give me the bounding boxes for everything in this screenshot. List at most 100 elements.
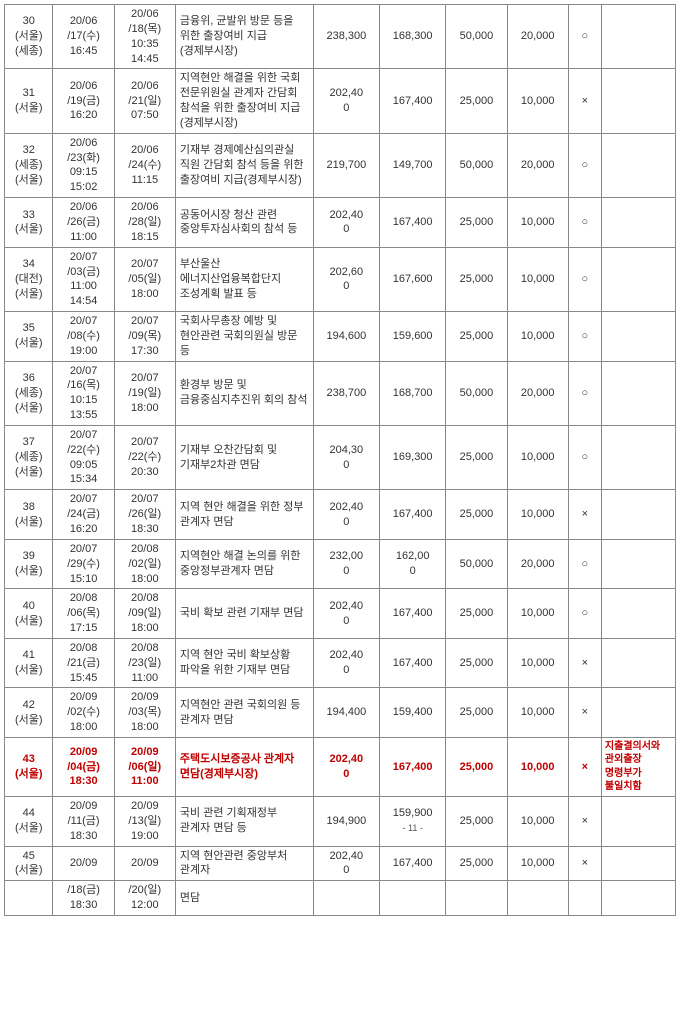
note (601, 638, 675, 688)
note (601, 490, 675, 540)
mark: ○ (568, 539, 601, 589)
amount-d (507, 881, 568, 916)
amount-b: 167,400 (380, 589, 446, 639)
description: 국회사무총장 예방 및 현안관련 국회의원실 방문 등 (175, 312, 313, 362)
table-row: 36(세종)(서울)20/07/16(목)10:1513:5520/07/19(… (5, 361, 676, 425)
table-row: 39(서울)20/07/29(수)15:1020/08/02(일)18:00지역… (5, 539, 676, 589)
date-start: 20/07/08(수)19:00 (53, 312, 114, 362)
description: 금융위, 균발위 방문 등을 위한 출장여비 지급(경제부시장) (175, 5, 313, 69)
amount-b: 167,400 (380, 737, 446, 796)
date-start: 20/07/16(목)10:1513:55 (53, 361, 114, 425)
mark: × (568, 688, 601, 738)
description: 주택도시보증공사 관계자 면담(경제부시장) (175, 737, 313, 796)
note (601, 198, 675, 248)
date-end: 20/07/05(일)18:00 (114, 247, 175, 311)
amount-total: 202,400 (313, 737, 379, 796)
amount-b: 168,700 (380, 361, 446, 425)
table-row-tail: /18(금)18:30/20(일)12:00면담 (5, 881, 676, 916)
row-number: 33(서울) (5, 198, 53, 248)
table-row: 43(서울)20/09/04(금)18:3020/09/06(일)11:00주택… (5, 737, 676, 796)
date-start: /18(금)18:30 (53, 881, 114, 916)
amount-c: 25,000 (446, 198, 507, 248)
amount-total (313, 881, 379, 916)
date-end: 20/09/03(목)18:00 (114, 688, 175, 738)
amount-c: 25,000 (446, 638, 507, 688)
date-start: 20/06/26(금)11:00 (53, 198, 114, 248)
amount-b: 159,900- 11 - (380, 796, 446, 846)
amount-d: 10,000 (507, 846, 568, 881)
date-start: 20/09/02(수)18:00 (53, 688, 114, 738)
row-number: 44(서울) (5, 796, 53, 846)
date-start: 20/06/23(화)09:1515:02 (53, 133, 114, 197)
date-start: 20/07/03(금)11:0014:54 (53, 247, 114, 311)
amount-d: 10,000 (507, 198, 568, 248)
amount-d: 10,000 (507, 737, 568, 796)
row-number (5, 881, 53, 916)
description: 지역 현안관련 중앙부처 관계자 (175, 846, 313, 881)
date-start: 20/07/24(금)16:20 (53, 490, 114, 540)
amount-b (380, 881, 446, 916)
row-number: 39(서울) (5, 539, 53, 589)
table-row: 33(서울)20/06/26(금)11:0020/06/28(일)18:15공동… (5, 198, 676, 248)
amount-c: 25,000 (446, 688, 507, 738)
amount-total: 232,000 (313, 539, 379, 589)
amount-total: 202,400 (313, 198, 379, 248)
amount-c: 25,000 (446, 490, 507, 540)
note: 지출결의서와 관외출장 명령부가 불일치함 (601, 737, 675, 796)
amount-total: 202,400 (313, 589, 379, 639)
amount-b: 162,000 (380, 539, 446, 589)
amount-d: 20,000 (507, 361, 568, 425)
amount-b: 167,400 (380, 638, 446, 688)
date-end: /20(일)12:00 (114, 881, 175, 916)
row-number: 32(세종)(서울) (5, 133, 53, 197)
row-number: 42(서울) (5, 688, 53, 738)
amount-total: 202,400 (313, 69, 379, 133)
amount-total: 194,600 (313, 312, 379, 362)
amount-d: 10,000 (507, 638, 568, 688)
mark: × (568, 69, 601, 133)
table-row: 37(세종)(서울)20/07/22(수)09:0515:3420/07/22(… (5, 425, 676, 489)
description: 부산울산 에너지산업융복합단지 조성계획 발표 등 (175, 247, 313, 311)
description: 지역현안 해결을 위한 국회 전문위원실 관계자 간담회 참석을 위한 출장여비… (175, 69, 313, 133)
mark: × (568, 846, 601, 881)
amount-c (446, 881, 507, 916)
note (601, 133, 675, 197)
amount-total: 202,600 (313, 247, 379, 311)
row-number: 36(세종)(서울) (5, 361, 53, 425)
table-row: 40(서울)20/08/06(목)17:1520/08/09(일)18:00국비… (5, 589, 676, 639)
date-start: 20/09/04(금)18:30 (53, 737, 114, 796)
amount-d: 20,000 (507, 5, 568, 69)
amount-c: 25,000 (446, 589, 507, 639)
mark: × (568, 638, 601, 688)
table-row: 45(서울)20/0920/09지역 현안관련 중앙부처 관계자202,4001… (5, 846, 676, 881)
amount-c: 25,000 (446, 796, 507, 846)
amount-total: 204,300 (313, 425, 379, 489)
date-start: 20/08/21(금)15:45 (53, 638, 114, 688)
date-end: 20/09/13(일)19:00 (114, 796, 175, 846)
row-number: 30(서울)(세종) (5, 5, 53, 69)
mark: ○ (568, 133, 601, 197)
amount-d: 20,000 (507, 133, 568, 197)
amount-total: 202,400 (313, 638, 379, 688)
row-number: 37(세종)(서울) (5, 425, 53, 489)
amount-c: 50,000 (446, 361, 507, 425)
table-row: 44(서울)20/09/11(금)18:3020/09/13(일)19:00국비… (5, 796, 676, 846)
date-start: 20/09/11(금)18:30 (53, 796, 114, 846)
mark: ○ (568, 247, 601, 311)
description: 기재부 경제예산심의관실 직원 간담회 참석 등을 위한 출장여비 지급(경제부… (175, 133, 313, 197)
description: 지역현안 관련 국회의원 등 관계자 면담 (175, 688, 313, 738)
row-number: 31(서울) (5, 69, 53, 133)
amount-d: 10,000 (507, 69, 568, 133)
note (601, 539, 675, 589)
amount-total: 238,300 (313, 5, 379, 69)
mark (568, 881, 601, 916)
amount-total: 194,900 (313, 796, 379, 846)
date-end: 20/09 (114, 846, 175, 881)
description: 면담 (175, 881, 313, 916)
note (601, 688, 675, 738)
date-end: 20/07/26(일)18:30 (114, 490, 175, 540)
amount-total: 219,700 (313, 133, 379, 197)
note (601, 361, 675, 425)
amount-b: 167,400 (380, 846, 446, 881)
mark: × (568, 737, 601, 796)
